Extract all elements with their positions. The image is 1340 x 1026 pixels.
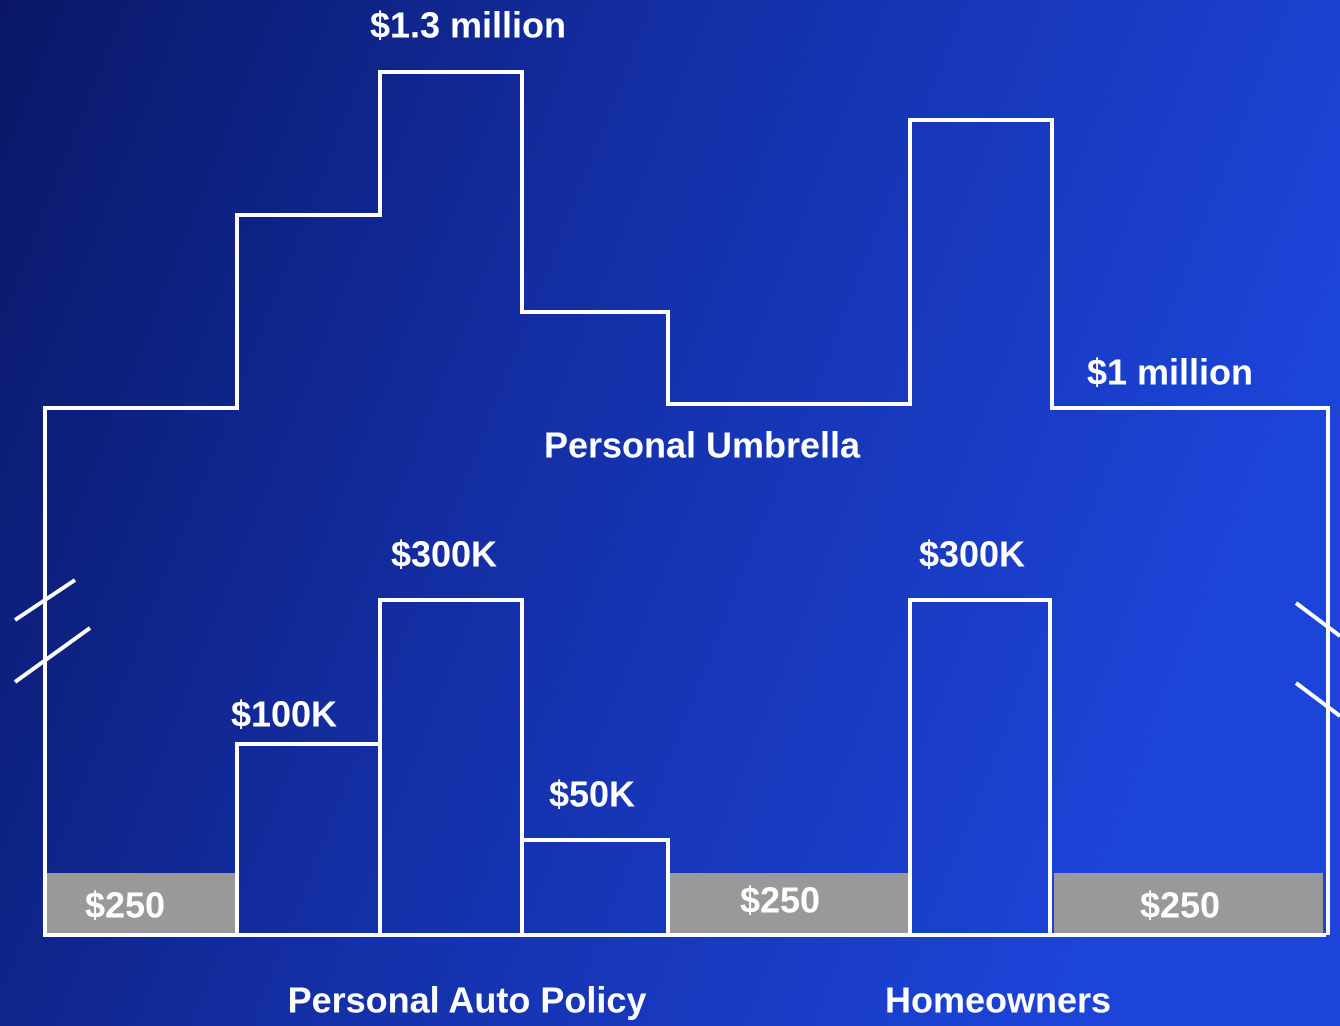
umbrella-limit: $1 million [1087, 352, 1253, 393]
deductible-label: $250 [740, 880, 820, 921]
auto-bar [520, 838, 670, 935]
deductible-box [670, 873, 908, 933]
umbrella-outline [43, 70, 1330, 935]
break-mark [1294, 601, 1340, 638]
umbrella-limit: $1.3 million [370, 5, 566, 46]
deductible-label: $250 [85, 885, 165, 926]
auto-limit: $50K [549, 774, 635, 815]
deductible-box [1054, 873, 1323, 933]
break-mark [13, 578, 77, 622]
deductible-label: $250 [1140, 885, 1220, 926]
home-bar [908, 598, 1052, 935]
deductible-box [47, 873, 235, 933]
break-mark [1294, 681, 1340, 718]
home-limit: $300K [919, 534, 1025, 575]
auto-limit: $100K [231, 694, 337, 735]
policy-title: Homeowners [885, 980, 1111, 1021]
auto-limit: $300K [391, 534, 497, 575]
umbrella-title: Personal Umbrella [544, 425, 861, 466]
auto-bar [378, 598, 524, 935]
policy-title: Personal Auto Policy [288, 980, 647, 1021]
break-mark [13, 626, 92, 684]
